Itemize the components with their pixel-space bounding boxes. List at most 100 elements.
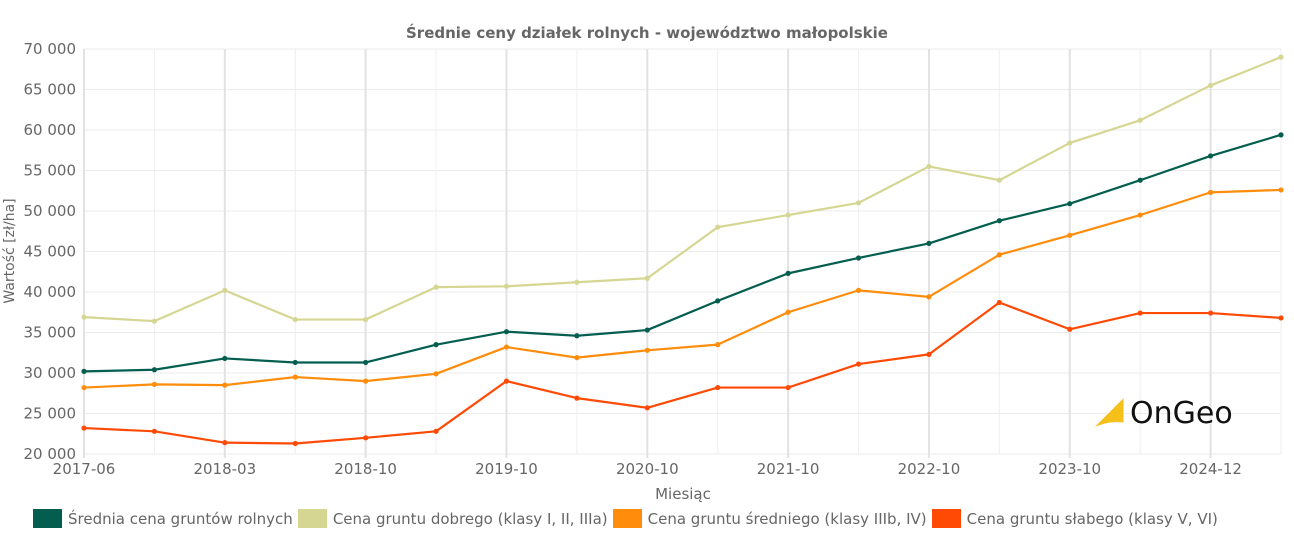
data-point[interactable]	[433, 428, 439, 434]
data-point[interactable]	[363, 359, 369, 366]
x-axis-label: Miesiąc	[655, 485, 711, 503]
data-point[interactable]	[363, 435, 369, 441]
data-point[interactable]	[926, 240, 932, 246]
data-point[interactable]	[785, 212, 791, 218]
data-point[interactable]	[1137, 310, 1143, 316]
data-point[interactable]	[1278, 315, 1284, 321]
data-point[interactable]	[151, 428, 158, 434]
y-tick-label: 60 000	[24, 121, 77, 139]
legend-item[interactable]: Cena gruntu dobrego (klasy I, II, IIIa)	[297, 509, 608, 528]
line-chart: 20 000 25 000 30 000 35 000 40 000 45 000 50 0…	[2, 40, 1284, 503]
data-point[interactable]	[644, 347, 650, 353]
data-point[interactable]	[222, 382, 228, 388]
legend-item[interactable]: Cena gruntu słabego (klasy V, VI)	[931, 509, 1218, 528]
data-point[interactable]	[1137, 212, 1143, 218]
data-point[interactable]	[1067, 201, 1073, 207]
data-point[interactable]	[81, 368, 87, 374]
data-point[interactable]	[151, 381, 158, 387]
data-point[interactable]	[1278, 187, 1284, 193]
y-axis-label: Wartość [zł/ha]	[2, 198, 18, 303]
data-point[interactable]	[1207, 310, 1214, 316]
data-point[interactable]	[222, 440, 228, 446]
data-point[interactable]	[1137, 117, 1143, 123]
data-point[interactable]	[785, 384, 791, 391]
x-tick-label: 2024-12	[1179, 460, 1242, 478]
data-point[interactable]	[433, 371, 439, 377]
legend-swatch	[33, 509, 62, 528]
x-tick-label: 2018-10	[334, 460, 397, 478]
data-point[interactable]	[503, 378, 510, 384]
data-point[interactable]	[926, 351, 932, 357]
data-point[interactable]	[996, 177, 1002, 183]
y-tick-label: 55 000	[24, 162, 77, 180]
data-point[interactable]	[715, 342, 721, 348]
data-point[interactable]	[151, 318, 158, 324]
data-point[interactable]	[855, 287, 862, 293]
data-point[interactable]	[715, 298, 721, 304]
legend-item[interactable]: Cena gruntu średniego (klasy IIIb, IV)	[612, 509, 927, 528]
data-point[interactable]	[996, 299, 1002, 306]
data-point[interactable]	[81, 384, 87, 391]
data-point[interactable]	[222, 355, 228, 362]
x-tick-label: 2017-06	[53, 460, 116, 478]
data-point[interactable]	[644, 405, 650, 411]
data-point[interactable]	[1137, 177, 1143, 183]
data-point[interactable]	[503, 283, 510, 289]
data-point[interactable]	[1278, 132, 1284, 138]
x-tick-label: 2021-10	[757, 460, 820, 478]
data-point[interactable]	[996, 252, 1002, 258]
data-point[interactable]	[151, 367, 158, 373]
logo-text: OnGeo	[1130, 395, 1233, 431]
data-point[interactable]	[363, 378, 369, 384]
data-point[interactable]	[574, 279, 580, 285]
data-point[interactable]	[1207, 82, 1214, 89]
data-point[interactable]	[1067, 140, 1073, 146]
data-point[interactable]	[574, 355, 580, 361]
data-point[interactable]	[855, 255, 862, 261]
data-point[interactable]	[574, 333, 580, 339]
data-point[interactable]	[1207, 153, 1214, 159]
x-tick-label: 2023-10	[1038, 460, 1101, 478]
data-point[interactable]	[503, 329, 510, 335]
data-point[interactable]	[433, 342, 439, 348]
data-point[interactable]	[644, 327, 650, 333]
data-point[interactable]	[363, 316, 369, 323]
data-point[interactable]	[81, 425, 87, 431]
y-tick-label: 70 000	[24, 40, 77, 58]
x-axis-ticks: 2017-06 2018-03 2018-10 2019-10 2020-10 2021-…	[53, 460, 1242, 478]
x-tick-label: 2018-03	[193, 460, 256, 478]
data-point[interactable]	[715, 224, 721, 230]
data-point[interactable]	[715, 384, 721, 391]
data-point[interactable]	[1067, 232, 1073, 238]
data-point[interactable]	[1207, 189, 1214, 195]
y-tick-label: 25 000	[24, 405, 77, 423]
y-tick-label: 65 000	[24, 81, 77, 99]
legend-swatch	[931, 509, 961, 528]
data-point[interactable]	[855, 200, 862, 206]
data-point[interactable]	[785, 309, 791, 315]
data-point[interactable]	[222, 287, 228, 293]
data-point[interactable]	[81, 314, 87, 320]
ongeo-logo: OnGeo	[1090, 395, 1233, 431]
x-tick-label: 2019-10	[475, 460, 538, 478]
data-point[interactable]	[503, 344, 510, 350]
data-point[interactable]	[1278, 54, 1284, 60]
data-point[interactable]	[292, 359, 298, 366]
series-line	[81, 54, 1284, 324]
data-point[interactable]	[292, 440, 298, 447]
data-point[interactable]	[292, 316, 298, 323]
data-point[interactable]	[1067, 326, 1073, 332]
data-point[interactable]	[574, 395, 580, 401]
data-point[interactable]	[926, 294, 932, 300]
data-point[interactable]	[926, 163, 932, 170]
y-tick-label: 50 000	[24, 202, 77, 220]
data-point[interactable]	[855, 361, 862, 367]
series-line	[81, 187, 1284, 391]
legend-item[interactable]: Średnia cena gruntów rolnych	[33, 509, 293, 528]
data-point[interactable]	[433, 284, 439, 290]
data-point[interactable]	[996, 218, 1002, 224]
legend-label: Cena gruntu dobrego (klasy I, II, IIIa)	[332, 509, 608, 528]
data-point[interactable]	[292, 374, 298, 380]
data-point[interactable]	[644, 275, 650, 281]
data-point[interactable]	[785, 270, 791, 276]
